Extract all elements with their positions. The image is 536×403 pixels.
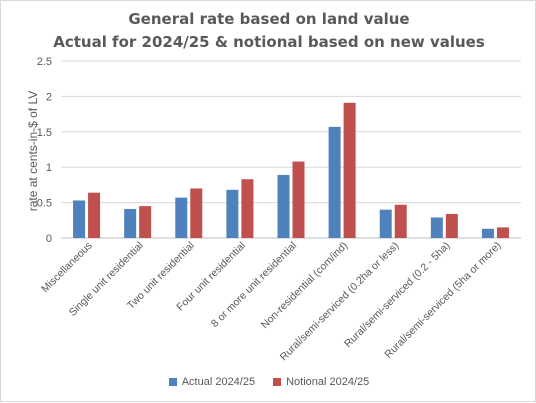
legend-item-actual: Actual 2024/25: [168, 375, 256, 389]
bar-notional: [445, 213, 458, 238]
x-tick-label: Non-residential (com/ind): [259, 240, 350, 331]
bar-actual: [73, 200, 86, 238]
legend-label-notional: Notional 2024/25: [286, 376, 370, 388]
bar-actual: [379, 209, 392, 238]
y-tick-label: 1: [46, 162, 52, 174]
legend: Actual 2024/25 Notional 2024/25: [1, 375, 536, 389]
bar-notional: [496, 227, 509, 238]
y-tick-label: 2: [46, 91, 52, 103]
bar-actual: [226, 189, 239, 238]
x-tick-label: Rural/semi-serviced (0.2 - 5ha): [342, 240, 452, 350]
bar-actual: [175, 197, 188, 238]
bar-notional: [394, 204, 407, 238]
legend-item-notional: Notional 2024/25: [273, 375, 369, 389]
bar-actual: [481, 228, 494, 238]
bars: [73, 102, 509, 238]
bar-actual: [124, 208, 137, 238]
y-tick-labels: 0 0.5 1 1.5 2 2.5: [37, 56, 52, 245]
x-tick-label: Miscellaneous: [39, 240, 95, 296]
bar-notional: [139, 206, 152, 238]
chart-subtitle: Actual for 2024/25 & notional based on n…: [53, 33, 485, 51]
bar-notional: [343, 102, 356, 238]
gridlines: [61, 60, 521, 239]
y-tick-label: 0: [46, 233, 52, 245]
bar-notional: [88, 192, 101, 238]
legend-swatch-notional: [273, 378, 282, 386]
bar-actual: [430, 217, 443, 238]
y-axis-label: rate at cents-in-$ of LV: [26, 91, 40, 212]
y-tick-label: 2.5: [37, 56, 52, 68]
x-tick-label: 8 or more unit residential: [209, 240, 299, 330]
legend-swatch-actual: [168, 378, 177, 386]
bar-actual: [277, 174, 290, 238]
bar-notional: [241, 179, 254, 238]
y-tick-label: 0.5: [37, 198, 52, 210]
bar-notional: [292, 161, 305, 238]
bar-notional: [190, 188, 203, 238]
bar-actual: [328, 126, 341, 238]
legend-label-actual: Actual 2024/25: [181, 376, 256, 388]
chart-title: General rate based on land value: [128, 10, 410, 28]
y-tick-label: 1.5: [37, 127, 52, 139]
x-tick-label: Rural/semi-serviced (5ha or more): [382, 240, 503, 361]
